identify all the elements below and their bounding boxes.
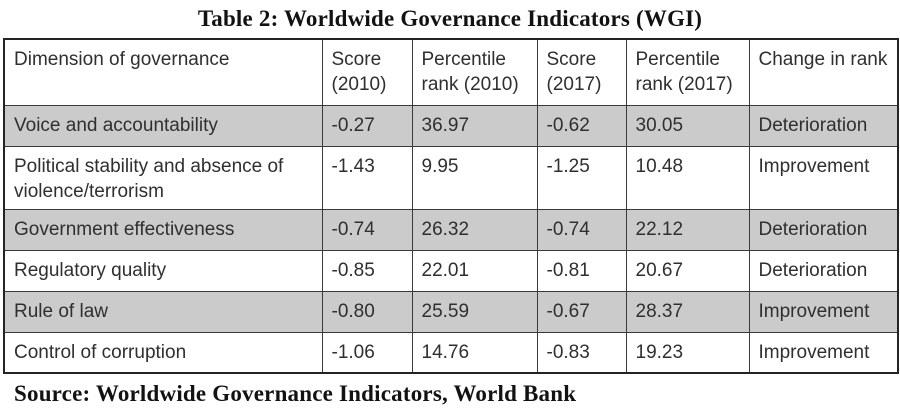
column-header-percentile-2017: Percentile rank (2017) (625, 38, 750, 106)
source-note: Source: Worldwide Governance Indicators,… (14, 381, 577, 406)
score-2010-cell: -1.06 (321, 331, 413, 374)
column-header-score-2017: Score (2017) (536, 38, 627, 106)
percentile-2017-cell: 10.48 (625, 145, 750, 210)
score-2017-cell: -0.81 (536, 249, 627, 292)
header-row: Dimension of governance Score (2010) Per… (3, 38, 899, 106)
column-header-dimension: Dimension of governance (3, 38, 323, 106)
change-in-rank-cell: Deterioration (748, 208, 899, 251)
table-row-political-stability: Political stability and absence of viole… (3, 145, 899, 210)
change-in-rank-cell: Deterioration (748, 249, 899, 292)
table-row-voice-accountability: Voice and accountability -0.27 36.97 -0.… (3, 104, 899, 147)
percentile-2017-cell: 30.05 (625, 104, 750, 147)
column-header-score-2010: Score (2010) (321, 38, 413, 106)
percentile-2010-cell: 9.95 (411, 145, 538, 210)
dimension-cell: Rule of law (3, 290, 323, 333)
score-2017-cell: -1.25 (536, 145, 627, 210)
change-in-rank-cell: Improvement (748, 290, 899, 333)
score-2010-cell: -0.74 (321, 208, 413, 251)
percentile-2017-cell: 19.23 (625, 331, 750, 374)
score-2017-cell: -0.67 (536, 290, 627, 333)
table-title: Table 2: Worldwide Governance Indicators… (197, 6, 703, 31)
percentile-2010-cell: 25.59 (411, 290, 538, 333)
column-header-change-in-rank: Change in rank (748, 38, 899, 106)
table-row-government-effectiveness: Government effectiveness -0.74 26.32 -0.… (3, 208, 899, 251)
percentile-2017-cell: 22.12 (625, 208, 750, 251)
wgi-table: Dimension of governance Score (2010) Per… (3, 38, 899, 374)
dimension-cell: Government effectiveness (3, 208, 323, 251)
score-2017-cell: -0.83 (536, 331, 627, 374)
percentile-2010-cell: 36.97 (411, 104, 538, 147)
column-header-percentile-2010: Percentile rank (2010) (411, 38, 538, 106)
dimension-cell: Voice and accountability (3, 104, 323, 147)
change-in-rank-cell: Improvement (748, 331, 899, 374)
percentile-2017-cell: 28.37 (625, 290, 750, 333)
score-2010-cell: -0.80 (321, 290, 413, 333)
score-2010-cell: -1.43 (321, 145, 413, 210)
table-row-regulatory-quality: Regulatory quality -0.85 22.01 -0.81 20.… (3, 249, 899, 292)
table-row-rule-of-law: Rule of law -0.80 25.59 -0.67 28.37 Impr… (3, 290, 899, 333)
percentile-2017-cell: 20.67 (625, 249, 750, 292)
percentile-2010-cell: 22.01 (411, 249, 538, 292)
table-row-control-of-corruption: Control of corruption -1.06 14.76 -0.83 … (3, 331, 899, 374)
change-in-rank-cell: Deterioration (748, 104, 899, 147)
change-in-rank-cell: Improvement (748, 145, 899, 210)
dimension-cell: Regulatory quality (3, 249, 323, 292)
score-2010-cell: -0.85 (321, 249, 413, 292)
dimension-cell: Control of corruption (3, 331, 323, 374)
percentile-2010-cell: 14.76 (411, 331, 538, 374)
dimension-cell: Political stability and absence of viole… (3, 145, 323, 210)
score-2010-cell: -0.27 (321, 104, 413, 147)
score-2017-cell: -0.62 (536, 104, 627, 147)
percentile-2010-cell: 26.32 (411, 208, 538, 251)
score-2017-cell: -0.74 (536, 208, 627, 251)
